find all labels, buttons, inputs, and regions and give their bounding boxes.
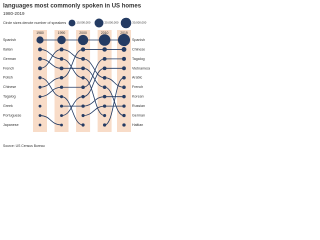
speaker-circle [81,66,85,71]
speaker-circle [81,94,85,99]
left-label: Spanish [3,38,16,42]
size-legend-label: 30,000,000 [132,21,146,25]
speaker-circle [38,85,42,89]
speaker-circle [122,94,126,99]
size-legend-label: 10,000,000 [76,21,90,25]
speaker-circle [122,113,126,118]
speaker-circle [81,85,85,89]
speaker-circle [102,94,107,99]
speaker-circle [60,123,63,127]
left-label: German [3,57,16,61]
speaker-circle [81,104,85,108]
size-legend-label: 20,000,000 [104,21,118,25]
speaker-circle [59,85,64,89]
speaker-circle [122,104,126,108]
speaker-circle [122,56,126,61]
left-label: Tagalog [3,95,16,99]
speaker-circle [98,34,111,46]
speaker-circle [38,66,42,71]
speaker-circle [38,76,42,80]
series-line [104,77,125,126]
year-band [33,30,47,132]
left-label: Japanese [3,123,19,127]
speaker-circle [38,56,42,61]
speaker-circle [36,36,44,44]
right-label: Vietnamese [132,66,150,70]
speaker-circle [117,33,131,47]
chart-title: languages most commonly spoken in US hom… [3,4,142,10]
speaker-circle [38,95,42,99]
speaker-circle [60,104,64,108]
x-tick-label: 1980 [36,31,44,35]
speaker-circle [102,56,107,61]
chart-subtitle: 1980-2019 [3,11,25,16]
right-label: French [132,85,143,89]
right-label: Korean [132,95,144,99]
speaker-circle [59,66,64,71]
speaker-circle [102,47,107,52]
size-legend-circle [120,17,132,29]
series-line [39,115,62,126]
speaker-circle [38,47,42,52]
speaker-circle [38,114,42,117]
speaker-circle [59,57,64,61]
speaker-circle [102,123,107,127]
speaker-circle [59,47,64,52]
speaker-circle [59,76,64,80]
speaker-circle [121,47,127,52]
right-label: Chinese [132,47,145,51]
speaker-circle [102,75,107,80]
source: Source: US Census Bureau [3,144,45,148]
speaker-circle [81,56,85,61]
left-label: Chinese [3,85,16,89]
left-label: Portuguese [3,114,21,118]
left-label: French [3,66,14,70]
speaker-circle [77,34,89,46]
left-label: Greek [3,104,13,108]
speaker-circle [81,76,85,80]
size-legend-title: Circle sizes denote number of speakers [3,21,66,25]
speaker-circle [102,104,107,108]
size-legend-circle [68,19,76,27]
speaker-circle [81,47,86,52]
x-tick-label: 2019 [120,31,128,35]
left-label: Polish [3,76,13,80]
x-tick-label: 2010 [101,31,109,35]
speaker-circle [81,123,85,127]
speaker-circle [122,123,126,127]
right-label: Spanish [132,38,145,42]
size-legend-circle [94,18,104,28]
speaker-circle [60,114,64,118]
x-tick-label: 2000 [79,31,87,35]
speaker-circle [103,113,107,118]
speaker-circle [102,66,107,71]
right-label: Russian [132,104,145,108]
speaker-circle [122,66,126,71]
speaker-circle [122,85,126,89]
right-label: Haitian [132,123,143,127]
chart: languages most commonly spoken in US hom… [3,4,150,148]
right-label: German [132,114,145,118]
speaker-circle [81,113,85,118]
left-label: Italian [3,47,13,51]
speaker-circle [59,95,64,99]
speaker-circle [38,123,42,127]
speaker-circle [102,85,107,89]
x-tick-label: 1990 [58,31,66,35]
series-line [61,67,124,116]
speaker-circle [122,76,126,80]
speaker-circle [57,35,66,45]
right-label: Tagalog [132,57,145,61]
speaker-circle [38,104,42,108]
right-label: Arabic [132,76,142,80]
